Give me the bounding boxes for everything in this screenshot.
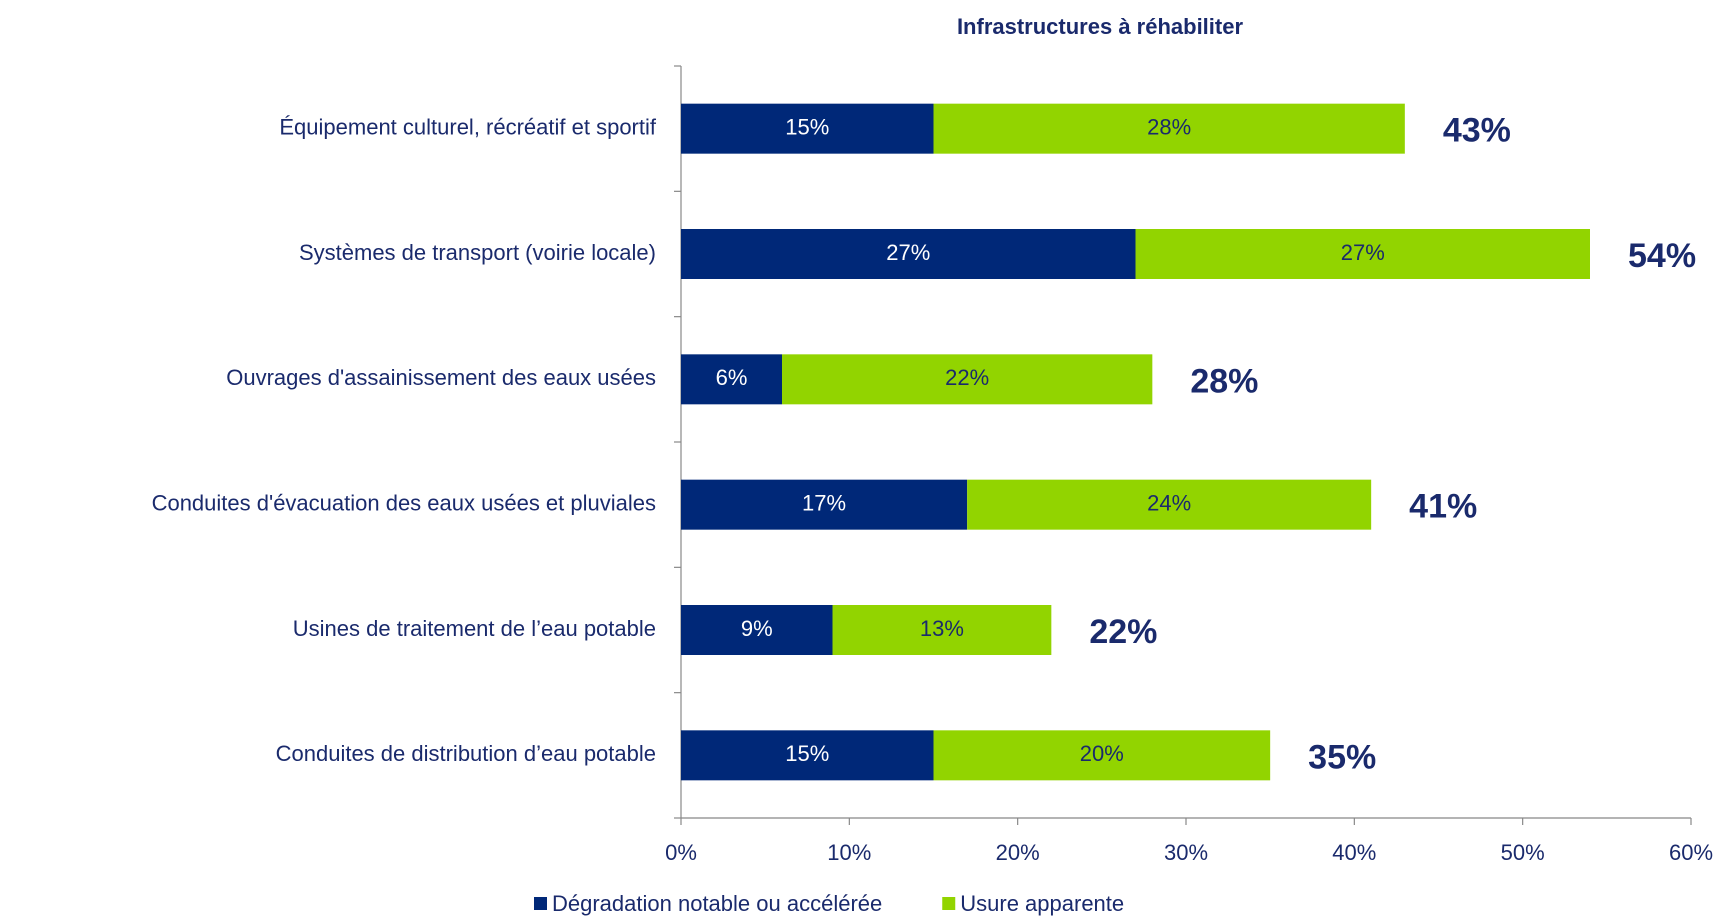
total-label: 54% — [1628, 237, 1696, 275]
category-label: Ouvrages d'assainissement des eaux usées — [226, 365, 656, 390]
legend-label: Dégradation notable ou accélérée — [552, 891, 882, 916]
bar-segment — [933, 730, 1271, 781]
legend-swatch — [534, 897, 547, 910]
x-tick-label: 40% — [1332, 840, 1376, 865]
value-label: 15% — [785, 741, 829, 766]
bar-segment — [681, 730, 934, 781]
bar-segment — [782, 354, 1153, 405]
total-label: 43% — [1443, 112, 1511, 150]
total-label: 35% — [1308, 738, 1376, 776]
legend-label: Usure apparente — [960, 891, 1124, 916]
x-tick-label: 30% — [1164, 840, 1208, 865]
total-label: 22% — [1089, 613, 1157, 651]
bar-segment — [933, 103, 1405, 154]
value-label: 20% — [1080, 741, 1124, 766]
value-label: 9% — [741, 616, 773, 641]
category-label: Usines de traitement de l’eau potable — [293, 616, 656, 641]
value-label: 27% — [1341, 240, 1385, 265]
x-tick-label: 20% — [996, 840, 1040, 865]
total-label: 41% — [1409, 488, 1477, 526]
value-label: 24% — [1147, 490, 1191, 515]
bar-segment — [681, 479, 968, 530]
chart-title: Infrastructures à réhabiliter — [957, 14, 1244, 39]
value-label: 27% — [886, 240, 930, 265]
category-label: Conduites d'évacuation des eaux usées et… — [152, 490, 656, 515]
x-tick-label: 0% — [665, 840, 697, 865]
bar-segment — [967, 479, 1372, 530]
bar-segment — [681, 229, 1136, 279]
bar-segment — [832, 605, 1052, 655]
value-label: 28% — [1147, 114, 1191, 139]
total-label: 28% — [1190, 362, 1258, 400]
bar-segment — [1135, 229, 1590, 279]
x-tick-label: 10% — [827, 840, 871, 865]
bar-segment — [681, 103, 934, 154]
value-label: 17% — [802, 490, 846, 515]
x-tick-label: 50% — [1501, 840, 1545, 865]
value-label: 22% — [945, 365, 989, 390]
category-label: Conduites de distribution d’eau potable — [276, 741, 656, 766]
legend-swatch — [942, 897, 956, 910]
value-label: 6% — [716, 365, 748, 390]
x-tick-label: 60% — [1669, 840, 1713, 865]
bar-segment — [681, 605, 833, 655]
value-label: 15% — [785, 114, 829, 139]
value-label: 13% — [920, 616, 964, 641]
bar-segment — [681, 354, 782, 405]
category-label: Systèmes de transport (voirie locale) — [299, 240, 656, 265]
category-label: Équipement culturel, récréatif et sporti… — [279, 114, 657, 139]
